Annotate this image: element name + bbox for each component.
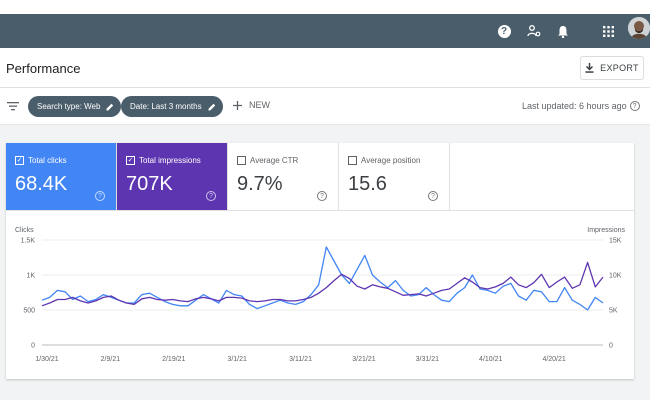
search-type-chip[interactable]: Search type: Web — [28, 96, 122, 117]
x-tick-label: 1/30/21 — [35, 356, 58, 363]
chart-grid — [42, 239, 603, 346]
help-circle-icon[interactable]: ? — [428, 191, 438, 201]
export-button[interactable]: EXPORT — [580, 56, 644, 80]
x-tick-label: 4/20/21 — [542, 356, 565, 363]
right-tick-label: 15K — [609, 238, 622, 245]
right-tick-label: 10K — [609, 273, 622, 280]
left-tick-label: 1K — [26, 273, 35, 280]
last-updated-text: Last updated: 6 hours ago — [522, 101, 627, 111]
checkbox-icon[interactable] — [348, 156, 357, 165]
metric-value: 15.6 — [348, 173, 387, 195]
search-type-label: Search type: Web — [37, 102, 101, 111]
right-tick-label: 5K — [609, 308, 618, 315]
last-updated: Last updated: 6 hours ago ? — [522, 101, 640, 111]
edit-icon — [208, 103, 215, 110]
metric-label: Average position — [361, 156, 421, 165]
left-axis: 0 500 1K 1.5K — [21, 238, 36, 350]
checkbox-checked-icon[interactable]: ✓ — [15, 156, 24, 165]
new-filter-label: NEW — [249, 100, 270, 110]
page-header: Performance EXPORT — [0, 48, 650, 88]
browser-top-strip — [0, 0, 650, 14]
metric-average-position[interactable]: Average position 15.6 ? — [339, 143, 450, 210]
help-circle-icon[interactable]: ? — [629, 101, 640, 111]
download-icon — [585, 63, 594, 73]
new-filter-button[interactable]: NEW — [233, 100, 270, 110]
apps-grid-icon[interactable] — [598, 21, 618, 41]
left-tick-label: 500 — [23, 308, 35, 315]
metric-total-clicks[interactable]: ✓ Total clicks 68.4K ? — [6, 143, 117, 210]
metric-label: Average CTR — [250, 156, 299, 165]
x-tick-label: 2/19/21 — [162, 356, 185, 363]
bell-icon[interactable] — [553, 21, 573, 41]
chart-series — [41, 246, 604, 311]
metric-value: 707K — [126, 173, 173, 195]
performance-chart: 0 500 1K 1.5K 0 5K 10K 15K 1/30/21 2/9/21 2/19/2… — [15, 227, 626, 363]
metric-total-impressions[interactable]: ✓ Total impressions 707K ? — [117, 143, 228, 210]
metric-average-ctr[interactable]: Average CTR 9.7% ? — [228, 143, 339, 210]
date-label: Date: Last 3 months — [130, 102, 202, 111]
left-tick-label: 1.5K — [21, 238, 36, 245]
right-axis-title: Impressions — [587, 227, 625, 234]
metric-label: Total clicks — [28, 156, 67, 165]
x-tick-label: 3/1/21 — [227, 356, 247, 363]
right-axis: 0 5K 10K 15K — [609, 238, 622, 350]
checkbox-checked-icon[interactable]: ✓ — [126, 156, 135, 165]
metric-value: 9.7% — [237, 173, 283, 195]
x-tick-label: 2/9/21 — [101, 356, 121, 363]
left-tick-label: 0 — [31, 343, 35, 350]
checkbox-icon[interactable] — [237, 156, 246, 165]
help-circle-icon[interactable]: ? — [206, 191, 216, 201]
user-avatar[interactable] — [628, 17, 650, 39]
right-tick-label: 0 — [609, 343, 613, 350]
divider — [6, 210, 634, 211]
series-line-total-impressions — [41, 261, 604, 307]
help-circle-icon[interactable]: ? — [317, 191, 327, 201]
series-line-total-clicks — [41, 246, 604, 311]
plus-icon — [233, 100, 242, 110]
x-tick-label: 4/10/21 — [479, 356, 502, 363]
filter-icon[interactable] — [7, 100, 19, 112]
help-icon[interactable]: ? — [494, 21, 514, 41]
edit-icon — [106, 103, 114, 110]
export-label: EXPORT — [600, 63, 639, 73]
account-settings-icon[interactable] — [524, 21, 544, 41]
metric-label: Total impressions — [139, 156, 201, 165]
left-axis-title: Clicks — [15, 227, 34, 234]
x-axis: 1/30/21 2/9/21 2/19/21 3/1/21 3/11/21 3/21/21… — [35, 356, 566, 363]
help-circle-icon[interactable]: ? — [95, 191, 105, 201]
page-title: Performance — [6, 61, 81, 76]
date-chip[interactable]: Date: Last 3 months — [121, 96, 223, 117]
app-bar: ? — [0, 14, 650, 48]
x-tick-label: 3/31/21 — [416, 356, 439, 363]
x-tick-label: 3/11/21 — [289, 356, 312, 363]
filter-bar: Search type: Web Date: Last 3 months NEW… — [0, 88, 650, 125]
performance-card: ✓ Total clicks 68.4K ? ✓ Total impressions… — [6, 143, 634, 379]
metric-value: 68.4K — [15, 173, 68, 195]
x-tick-label: 3/21/21 — [352, 356, 375, 363]
